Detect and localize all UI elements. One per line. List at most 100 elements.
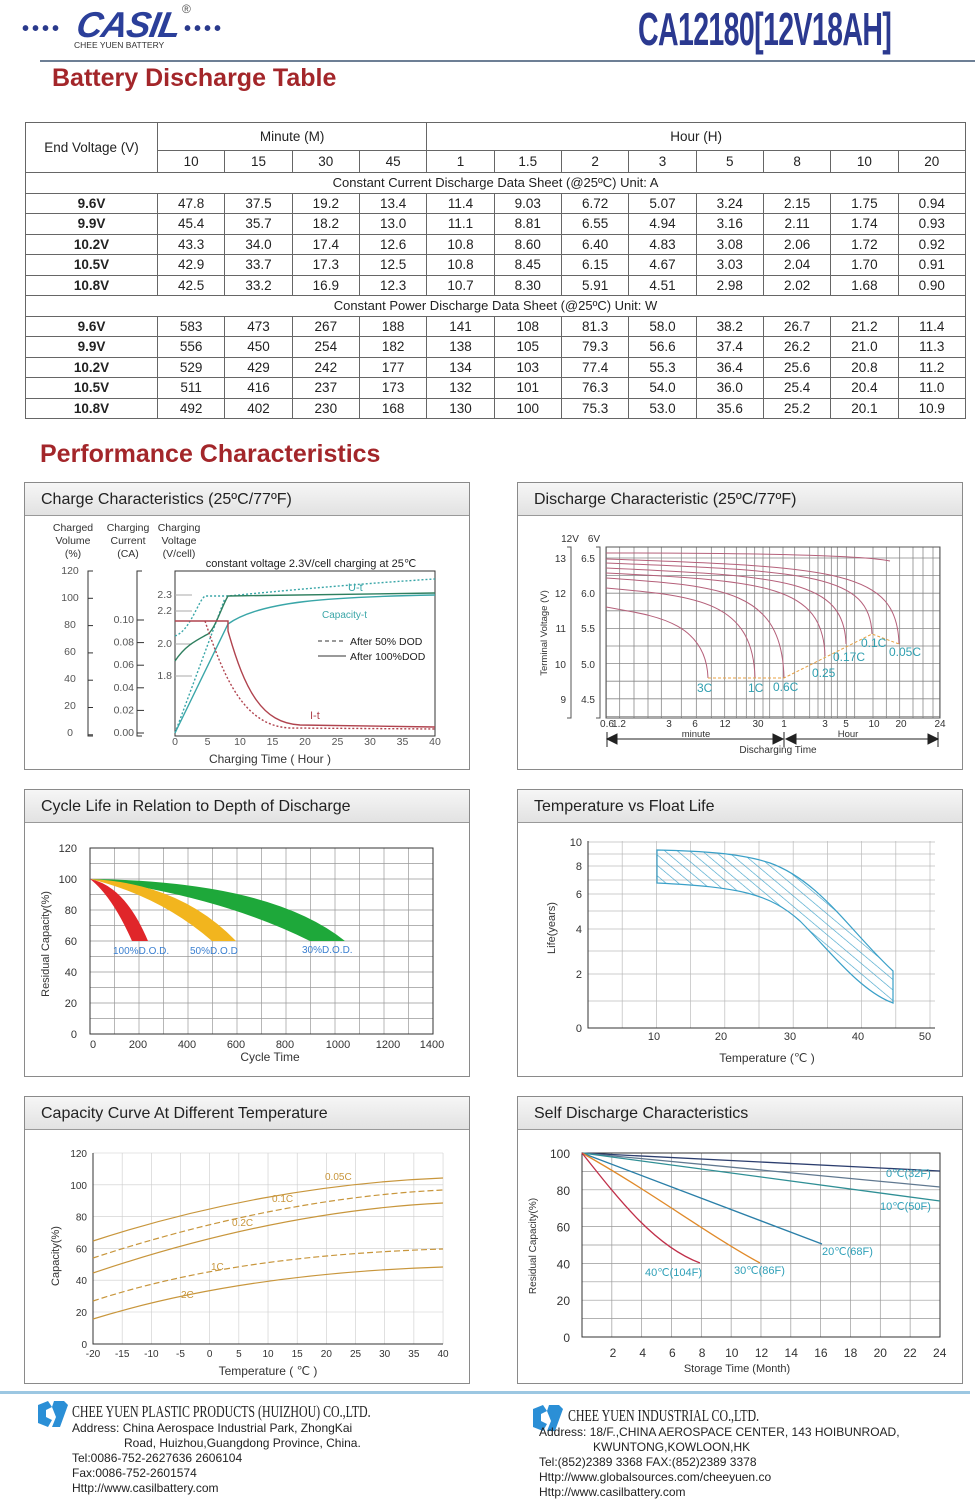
value-cell: 4.94 bbox=[628, 213, 697, 235]
value-cell: 101 bbox=[493, 377, 562, 399]
value-cell: 43.3 bbox=[156, 233, 226, 255]
value-cell: 177 bbox=[358, 356, 428, 378]
value-cell: 0.92 bbox=[897, 233, 967, 255]
value-cell: 2.04 bbox=[762, 254, 832, 276]
value-cell: 188 bbox=[358, 315, 428, 337]
value-cell: 11.3 bbox=[897, 336, 967, 358]
axes bbox=[92, 1153, 443, 1345]
column-header: 1 bbox=[426, 150, 495, 173]
value-cell: 26.7 bbox=[762, 315, 832, 337]
value-cell: 38.2 bbox=[695, 315, 764, 337]
end-voltage-cell: 10.5V bbox=[25, 254, 158, 276]
value-cell: 11.4 bbox=[897, 315, 967, 337]
label-0.1c: 0.1C bbox=[272, 1194, 293, 1205]
x-tick: -5 bbox=[176, 1349, 185, 1360]
col-head-text: Voltage bbox=[161, 535, 196, 547]
casil-logo: •••• CASIL ® •••• CHEE YUEN BATTERY bbox=[22, 2, 232, 54]
value-cell: 36.4 bbox=[695, 356, 764, 378]
dod-100-band bbox=[90, 879, 148, 941]
value-cell: 13.0 bbox=[358, 213, 428, 235]
volume-tick: 80 bbox=[64, 619, 76, 631]
col-head-text: Charging bbox=[107, 522, 150, 534]
x-tick: 2 bbox=[610, 1346, 617, 1360]
x-tick: 1400 bbox=[420, 1039, 444, 1051]
column-header: 45 bbox=[358, 150, 428, 173]
value-cell: 100 bbox=[493, 397, 562, 419]
discharge-curve-0.17C bbox=[605, 567, 847, 645]
hour-header: Hour (H) bbox=[426, 122, 966, 151]
self-discharge-chart: 0℃(32F) 10℃(50F) 20℃(68F) 30℃(86F) 40℃(1… bbox=[528, 1147, 947, 1375]
value-cell: 583 bbox=[156, 315, 226, 337]
value-cell: 173 bbox=[358, 377, 428, 399]
discharge-curve bbox=[605, 552, 891, 562]
dod-30-band bbox=[90, 879, 345, 941]
charge-characteristics-panel: Charge Characteristics (25ºC/77ºF) Charg… bbox=[24, 482, 470, 770]
discharge-table-title: Battery Discharge Table bbox=[52, 64, 337, 92]
rate-label: 0.25 bbox=[812, 666, 836, 680]
value-cell: 4.51 bbox=[628, 274, 697, 296]
value-cell: 33.2 bbox=[224, 274, 293, 296]
x-tick: 30 bbox=[364, 736, 376, 748]
value-cell: 2.06 bbox=[762, 233, 832, 255]
x-tick: 30 bbox=[379, 1349, 391, 1360]
column-header: 8 bbox=[762, 150, 832, 173]
header-divider bbox=[40, 60, 975, 62]
table-row: 9.9V 45.4 35.7 18.2 13.0 11.1 8.81 6.55 4.94 3.16… bbox=[25, 213, 967, 235]
column-header: 10 bbox=[156, 150, 226, 173]
value-cell: 237 bbox=[291, 377, 360, 399]
section-title: Constant Power Discharge Data Sheet (@25… bbox=[25, 295, 966, 317]
value-cell: 6.72 bbox=[560, 192, 630, 214]
website-link[interactable]: Http://www.casilbattery.com bbox=[72, 1481, 219, 1495]
y6-tick: 6.0 bbox=[581, 589, 595, 600]
col-head-text: (%) bbox=[65, 548, 81, 560]
logo-dots-right: •••• bbox=[184, 18, 225, 40]
voltage-tick: 2.3 bbox=[157, 589, 172, 601]
current-tick: 0.10 bbox=[114, 614, 135, 626]
end-voltage-cell: 9.6V bbox=[25, 315, 158, 337]
x-tick: 10 bbox=[725, 1346, 739, 1360]
col-head-text: Current bbox=[110, 535, 145, 547]
discharge-curve-0.25 bbox=[605, 572, 826, 657]
value-cell: 17.4 bbox=[291, 233, 360, 255]
value-cell: 450 bbox=[224, 336, 293, 358]
value-cell: 56.6 bbox=[628, 336, 697, 358]
website-link[interactable]: Http://www.globalsources.com/cheeyuen.co bbox=[539, 1470, 772, 1484]
x-tick: 0.6 bbox=[600, 719, 614, 730]
end-voltage-header: End Voltage (V) bbox=[25, 122, 158, 173]
value-cell: 2.02 bbox=[762, 274, 832, 296]
col-head-text: Charging bbox=[158, 522, 201, 534]
x-tick: 12 bbox=[719, 719, 731, 730]
x-tick: 3 bbox=[666, 719, 672, 730]
x-tick: 200 bbox=[129, 1039, 147, 1051]
x-tick: 20 bbox=[874, 1346, 888, 1360]
rate-label: 0.05C bbox=[889, 645, 921, 659]
value-cell: 42.5 bbox=[156, 274, 226, 296]
website-link[interactable]: Http://www.casilbattery.com bbox=[539, 1485, 686, 1499]
value-cell: 0.94 bbox=[897, 192, 967, 214]
col-head-text: (CA) bbox=[117, 548, 139, 560]
x-tick: 15 bbox=[267, 736, 279, 748]
label-30c: 30℃(86F) bbox=[734, 1265, 785, 1277]
value-cell: 511 bbox=[156, 377, 226, 399]
value-cell: 47.8 bbox=[156, 192, 226, 214]
current-tick: 0.08 bbox=[114, 637, 135, 649]
x-axis-title: Discharging Time bbox=[739, 745, 817, 756]
curve-1c bbox=[92, 1248, 444, 1302]
y12-tick: 13 bbox=[555, 554, 567, 565]
x-tick: 10 bbox=[262, 1349, 274, 1360]
value-cell: 2.15 bbox=[762, 192, 832, 214]
table-row: 10.2V 529 429 242 177 134 103 77.4 55.3 36.4 25.6 2… bbox=[25, 356, 967, 378]
value-cell: 20.4 bbox=[830, 377, 899, 399]
column-header: 20 bbox=[897, 150, 967, 173]
col-head-text: (V/cell) bbox=[163, 548, 196, 560]
value-cell: 473 bbox=[224, 315, 293, 337]
x-axis-title: Temperature (℃ ) bbox=[719, 1051, 815, 1065]
value-cell: 105 bbox=[493, 336, 562, 358]
logo-registered: ® bbox=[182, 2, 191, 16]
x-tick: 24 bbox=[934, 719, 946, 730]
column-header: 30 bbox=[291, 150, 360, 173]
value-cell: 77.4 bbox=[560, 356, 630, 378]
value-cell: 55.3 bbox=[628, 356, 697, 378]
value-cell: 4.67 bbox=[628, 254, 697, 276]
label-2c: 2C bbox=[181, 1290, 194, 1301]
